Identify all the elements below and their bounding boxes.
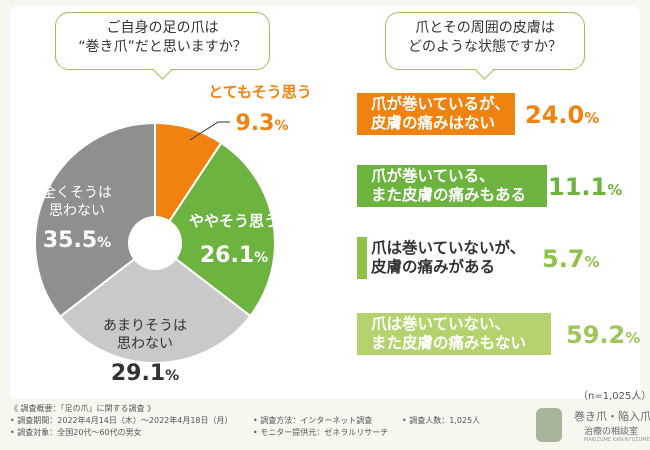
pie-value-strongly-agree: 9.3% <box>235 111 288 136</box>
question-right-line2: どのような状態ですか？ <box>408 39 562 55</box>
pie-label-strongly-agree: とてもそう思う <box>208 83 312 101</box>
logo-line3: MAKIZUME KAN-NYUZUME <box>584 437 650 443</box>
pie-slice-somewhat-disagree <box>58 257 252 364</box>
pie-label-somewhat-agree: ややそう思う <box>189 212 279 230</box>
bar-value-curled-no-pain: 24.0% <box>525 101 600 129</box>
clinic-logo: 巻き爪・陥入爪 治療の相談室 MAKIZUME KAN-NYUZUME <box>530 404 650 448</box>
bar-label-line: 皮膚の痛みはない <box>371 114 496 132</box>
bar-curled-with-pain: 爪が巻いている、 また皮膚の痛みもある <box>357 165 547 207</box>
leader-line <box>189 121 230 141</box>
pie-label-strongly-disagree-1: 全くそうは <box>42 184 112 201</box>
logo-line2: 治療の相談室 <box>584 427 639 437</box>
pie-slice-somewhat-agree <box>167 141 276 318</box>
question-left-bubble: ご自身の足の爪は “巻き爪”だと思いますか？ <box>55 12 270 70</box>
question-left-line2: “巻き爪”だと思いますか？ <box>78 39 247 55</box>
pie-value-somewhat-disagree: 29.1% <box>111 361 179 386</box>
footer-period: • 調査期間：2022年4月14日（木）〜2022年4月18日（月） <box>10 416 233 425</box>
question-right-bubble: 爪とその周囲の皮膚は どのような状態ですか？ <box>385 12 585 70</box>
bar-value-curled-with-pain: 11.1% <box>548 173 623 201</box>
logo-line1: 巻き爪・陥入爪 <box>574 410 650 423</box>
bar-label-line: 爪が巻いている、 <box>371 167 495 185</box>
bar-label-line: 爪は巻いていない、 <box>371 315 511 333</box>
bar-value-not-curled-with-pain: 5.7% <box>542 245 600 273</box>
footer-target: • 調査対象：全国20代〜60代の男女 <box>10 428 142 437</box>
bar-label-line: また皮膚の痛みもない <box>371 334 527 352</box>
question-left-line1: ご自身の足の爪は <box>106 20 219 36</box>
question-right-line1: 爪とその周囲の皮膚は <box>415 20 555 36</box>
pie-label-strongly-disagree-2: 思わない <box>49 203 105 219</box>
bar-not-curled-with-pain: 爪は巻いていないが、皮膚の痛みがある <box>357 237 525 279</box>
bar-label-line: また皮膚の痛みもある <box>371 186 527 204</box>
footer-title: 《 調査概要：「足の爪」に関する調査 》 <box>10 404 156 413</box>
bar-curled-no-pain: 爪が巻いているが、 皮膚の痛みはない <box>357 93 515 135</box>
pie-label-somewhat-disagree-2: 思わない <box>117 336 173 352</box>
bar-value-not-curled-no-pain: 59.2% <box>566 321 641 349</box>
bar-label-line: 爪が巻いているが、 <box>371 95 510 113</box>
pie-label-somewhat-disagree-1: あまりそうは <box>103 318 187 334</box>
pie-slice-strongly-disagree <box>34 121 156 318</box>
footer-method: • 調査方法：インターネット調査 <box>253 416 373 425</box>
footer-count: • 調査人数：1,025人 <box>402 416 481 425</box>
footer-provider: • モニター提供元：ゼネラルリサーチ <box>253 428 389 437</box>
foot-logo-icon <box>536 408 562 442</box>
sample-size-note: （n=1,025人） <box>578 391 650 402</box>
bar-not-curled-no-pain: 爪は巻いていない、 また皮膚の痛みもない <box>357 313 551 355</box>
